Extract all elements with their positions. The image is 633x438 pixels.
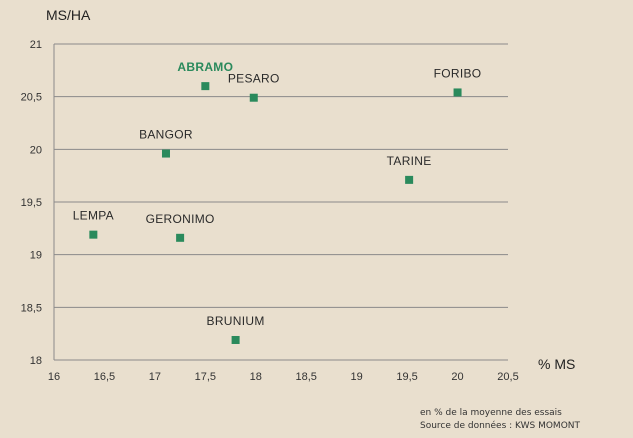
data-point-bangor: [161, 149, 170, 158]
x-tick-label: 17: [149, 371, 161, 383]
grid-lines: [53, 43, 508, 361]
point-label-geronimo: GERONIMO: [146, 212, 215, 226]
x-tick-label: 18,5: [296, 371, 317, 383]
point-label-abramo: ABRAMO: [177, 60, 233, 74]
x-tick-label: 16,5: [94, 371, 115, 383]
x-tick-label: 18: [250, 371, 262, 383]
x-axis-title: % MS: [538, 356, 575, 372]
footnote-source: Source de données : KWS MOMONT: [420, 421, 581, 431]
data-point-geronimo: [176, 233, 185, 242]
data-point-abramo: [201, 82, 210, 91]
x-tick-label: 19,5: [396, 371, 417, 383]
x-tick-label: 16: [48, 371, 60, 383]
point-label-lempa: LEMPA: [73, 209, 114, 223]
point-label-foribo: FORIBO: [434, 66, 482, 80]
y-tick-label: 20,5: [21, 92, 42, 104]
footnote-average: en % de la moyenne des essais: [420, 408, 562, 418]
data-point-lempa: [89, 230, 98, 239]
x-tick-labels: 16 16,5 17 17,5 18 18,5 19 19,5 20 20,5: [48, 371, 519, 383]
x-tick-label: 20,5: [497, 371, 518, 383]
x-tick-label: 17,5: [195, 371, 216, 383]
point-label-brunium: BRUNIUM: [207, 314, 265, 328]
point-label-bangor: BANGOR: [139, 128, 193, 142]
data-point-pesaro: [249, 93, 258, 102]
data-point-tarine: [405, 175, 414, 184]
y-tick-label: 19: [30, 250, 42, 262]
y-tick-label: 19,5: [21, 197, 42, 209]
y-tick-label: 20: [30, 144, 42, 156]
x-tick-label: 20: [451, 371, 463, 383]
point-label-tarine: TARINE: [387, 154, 432, 168]
y-tick-label: 18,5: [21, 302, 42, 314]
data-point-brunium: [231, 335, 240, 344]
data-point-foribo: [453, 88, 462, 97]
y-tick-label: 18: [30, 355, 42, 367]
y-tick-label: 21: [30, 39, 42, 51]
x-tick-label: 19: [351, 371, 363, 383]
point-label-pesaro: PESARO: [228, 72, 280, 86]
y-tick-labels: 18 18,5 19 19,5 20 20,5 21: [21, 39, 42, 367]
y-axis-title: MS/HA: [46, 7, 91, 23]
